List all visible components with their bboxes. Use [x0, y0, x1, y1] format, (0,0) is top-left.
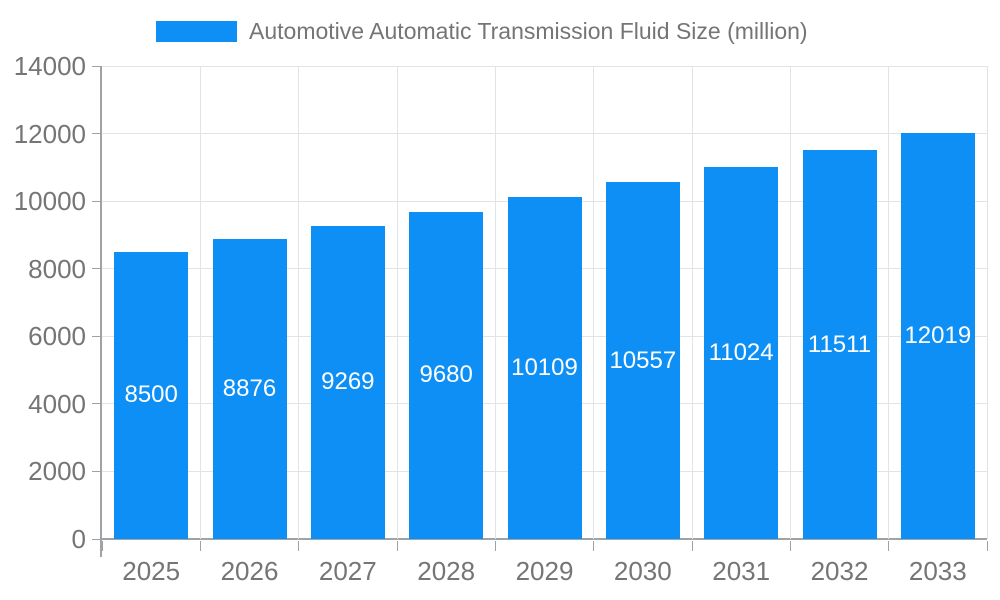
y-axis-tick — [92, 538, 102, 540]
bar-value-label: 8876 — [222, 375, 277, 403]
bar[interactable] — [409, 211, 484, 539]
x-axis-line — [100, 538, 987, 540]
bar[interactable] — [900, 132, 975, 539]
legend-swatch-icon — [156, 20, 237, 42]
y-axis-tick — [92, 335, 102, 337]
x-axis-tick — [494, 541, 496, 551]
x-axis-tick — [691, 541, 693, 551]
v-gridline — [888, 66, 890, 539]
bar[interactable] — [310, 225, 385, 539]
x-axis-tick — [789, 541, 791, 551]
bar[interactable] — [212, 239, 287, 539]
h-gridline — [102, 133, 987, 135]
bar-value-label: 11511 — [807, 330, 872, 358]
y-axis-tick — [92, 200, 102, 202]
y-tick-label: 12000 — [13, 118, 86, 149]
h-gridline — [102, 65, 987, 67]
bar-value-label: 9680 — [419, 361, 473, 389]
v-gridline — [298, 66, 300, 539]
x-tick-label: 2027 — [318, 556, 377, 586]
bar[interactable] — [605, 182, 680, 539]
x-axis-tick — [199, 541, 201, 551]
x-axis-tick — [986, 541, 988, 551]
x-axis-tick — [593, 541, 595, 551]
y-axis-tick — [92, 133, 102, 135]
y-tick-label: 0 — [71, 524, 86, 554]
bar[interactable] — [507, 197, 582, 539]
x-axis-tick — [101, 541, 103, 551]
bar-value-label: 11024 — [708, 338, 774, 366]
y-tick-label: 14000 — [13, 51, 86, 81]
v-gridline — [593, 66, 595, 539]
y-axis-line — [100, 66, 102, 557]
y-axis-tick — [92, 268, 102, 270]
bar-value-label: 9269 — [321, 368, 375, 396]
y-tick-label: 2000 — [28, 456, 86, 487]
v-gridline — [691, 66, 693, 539]
bar[interactable] — [704, 166, 779, 539]
bar-value-label: 12019 — [904, 321, 972, 349]
x-axis-tick — [298, 541, 300, 551]
bar-value-label: 10109 — [511, 354, 578, 382]
x-axis-tick — [888, 541, 890, 551]
bar[interactable] — [802, 150, 877, 539]
x-axis-tick — [396, 541, 398, 551]
v-gridline — [789, 66, 791, 539]
legend-item[interactable]: Automotive Automatic Transmission Fluid … — [156, 18, 808, 44]
legend-label: Automotive Automatic Transmission Fluid … — [249, 17, 808, 44]
x-tick-label: 2033 — [908, 556, 967, 586]
y-tick-label: 6000 — [28, 321, 86, 352]
bar-value-label: 8500 — [124, 381, 178, 409]
bar-value-label: 10557 — [609, 346, 677, 374]
y-tick-label: 8000 — [28, 253, 86, 284]
x-tick-label: 2032 — [810, 556, 869, 586]
v-gridline — [494, 66, 496, 539]
y-tick-label: 4000 — [28, 388, 86, 419]
plot-area: 0 2000 4000 6000 8000 10000 12000 14000 2025 2026… — [14, 51, 988, 586]
y-axis-tick — [92, 65, 102, 67]
x-tick-label: 2031 — [712, 556, 771, 586]
x-tick-label: 2025 — [122, 556, 181, 586]
v-gridline — [986, 66, 988, 539]
y-axis-tick — [92, 470, 102, 472]
v-gridline — [396, 66, 398, 539]
x-tick-label: 2030 — [613, 556, 672, 586]
x-tick-label: 2028 — [417, 556, 476, 586]
y-tick-label: 10000 — [13, 186, 86, 217]
v-gridline — [199, 66, 201, 539]
y-axis-tick — [92, 403, 102, 405]
x-tick-label: 2029 — [515, 556, 574, 586]
x-tick-label: 2026 — [220, 556, 279, 586]
bar[interactable] — [114, 251, 189, 539]
